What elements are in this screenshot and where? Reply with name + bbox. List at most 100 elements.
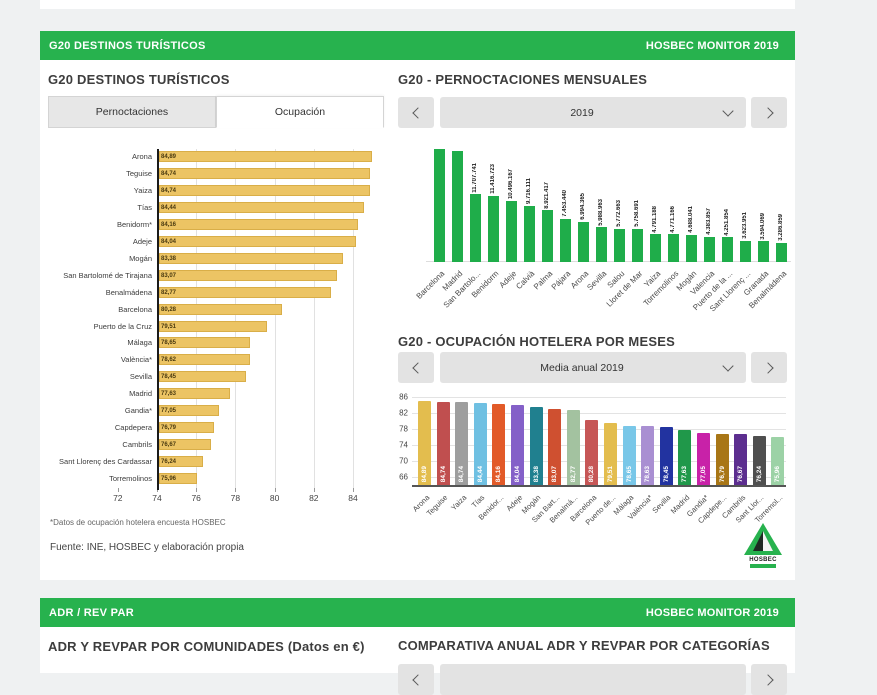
monitor-badge: HOSBEC MONITOR 2019 xyxy=(645,39,779,52)
value-label: 76,24 xyxy=(161,459,177,466)
value-label: 82,77 xyxy=(161,289,177,296)
bar[interactable] xyxy=(659,427,673,485)
ocupacion-controls: Media anual 2019 xyxy=(398,352,787,383)
bar[interactable] xyxy=(455,402,469,485)
bar[interactable] xyxy=(452,151,463,262)
bar[interactable] xyxy=(159,371,247,383)
value-label: 76,24 xyxy=(755,465,763,482)
bar[interactable] xyxy=(614,228,625,262)
bar[interactable] xyxy=(506,201,517,262)
bar[interactable] xyxy=(159,286,331,298)
bar[interactable] xyxy=(686,234,697,262)
bar[interactable] xyxy=(159,320,267,332)
bar[interactable] xyxy=(548,408,562,485)
category-label: Puerto de la Cruz xyxy=(93,321,152,331)
adr-dropdown[interactable] xyxy=(440,664,746,695)
bar[interactable] xyxy=(159,235,356,247)
bar[interactable] xyxy=(678,430,692,485)
bar[interactable] xyxy=(434,149,445,262)
bar[interactable] xyxy=(492,404,506,485)
bar[interactable] xyxy=(159,218,359,230)
bar[interactable] xyxy=(524,205,535,262)
gridline xyxy=(412,429,786,430)
bar[interactable] xyxy=(159,422,214,434)
bar[interactable] xyxy=(740,241,751,262)
bar[interactable] xyxy=(604,422,617,485)
bar[interactable] xyxy=(585,419,599,485)
tab-ocupacion[interactable]: Ocupación xyxy=(216,96,384,128)
chart-row: Sant Llorenç des Cardassar 76,24 xyxy=(48,454,393,471)
bar[interactable] xyxy=(159,388,231,400)
bar[interactable] xyxy=(159,201,364,213)
prev-button[interactable] xyxy=(398,664,434,695)
next-period-button[interactable] xyxy=(751,352,787,383)
x-axis-tick-label: 76 xyxy=(191,493,201,503)
chart-row: Barcelona 80,28 xyxy=(48,302,393,319)
bar[interactable] xyxy=(159,456,203,468)
bar[interactable] xyxy=(578,221,589,262)
bar[interactable] xyxy=(159,303,283,315)
bar[interactable] xyxy=(159,354,250,366)
bar[interactable] xyxy=(560,218,571,262)
bar[interactable] xyxy=(668,234,679,262)
bar[interactable] xyxy=(758,241,769,262)
next-year-button[interactable] xyxy=(751,97,787,128)
value-label: 10.496.167 xyxy=(508,169,514,200)
bar[interactable] xyxy=(734,434,748,485)
bar[interactable] xyxy=(566,409,580,485)
category-label: València* xyxy=(120,355,152,365)
prev-period-button[interactable] xyxy=(398,352,434,383)
bar[interactable] xyxy=(771,437,785,485)
value-label: 76,67 xyxy=(161,442,177,449)
bar[interactable] xyxy=(159,473,198,485)
bar[interactable] xyxy=(159,167,370,179)
tab-pernoctaciones[interactable]: Pernoctaciones xyxy=(48,96,216,128)
period-dropdown[interactable]: Media anual 2019 xyxy=(440,352,746,383)
category-label: Benalmádena xyxy=(105,287,152,297)
pernoctaciones-title: G20 - PERNOCTACIONES MENSUALES xyxy=(398,72,648,87)
gridline xyxy=(412,461,786,462)
bar[interactable] xyxy=(715,433,729,485)
bar[interactable] xyxy=(159,337,251,349)
bar[interactable] xyxy=(511,404,524,485)
bar[interactable] xyxy=(704,236,715,262)
x-axis-line xyxy=(412,485,786,487)
bar[interactable] xyxy=(159,269,337,281)
value-label: 75,96 xyxy=(161,476,177,483)
bar[interactable] xyxy=(722,237,733,262)
bar[interactable] xyxy=(488,195,499,262)
bar[interactable] xyxy=(470,194,481,262)
bar[interactable] xyxy=(436,402,450,485)
next-button[interactable] xyxy=(751,664,787,695)
bar[interactable] xyxy=(159,252,343,264)
tab-bar: Pernoctaciones Ocupación xyxy=(48,96,384,128)
bar[interactable] xyxy=(159,405,219,417)
bar[interactable] xyxy=(632,228,643,262)
bar[interactable] xyxy=(596,227,607,262)
adr-controls xyxy=(398,664,787,695)
bar[interactable] xyxy=(159,184,370,196)
value-label: 84,74 xyxy=(161,187,177,194)
bar[interactable] xyxy=(529,407,543,485)
section-body-destinos: G20 DESTINOS TURÍSTICOS Pernoctaciones O… xyxy=(40,60,795,580)
chevron-right-icon xyxy=(761,673,774,686)
bar[interactable] xyxy=(641,426,655,485)
bar[interactable] xyxy=(418,401,431,485)
bar[interactable] xyxy=(473,403,487,485)
year-dropdown[interactable]: 2019 xyxy=(440,97,746,128)
bar[interactable] xyxy=(622,426,636,485)
bar[interactable] xyxy=(159,151,373,162)
pernoctaciones-chart: Barcelona Madrid 11.707.741 San Bartolo... 1… xyxy=(398,148,795,313)
bar[interactable] xyxy=(752,436,766,485)
section-title: G20 DESTINOS TURÍSTICOS xyxy=(49,39,206,52)
bar[interactable] xyxy=(542,210,553,262)
bar[interactable] xyxy=(650,234,661,262)
bar[interactable] xyxy=(776,242,787,262)
prev-year-button[interactable] xyxy=(398,97,434,128)
chart-row: Benidorm* 84,16 xyxy=(48,217,393,234)
chart-row: València* 78,62 xyxy=(48,352,393,369)
bar[interactable] xyxy=(697,432,710,485)
value-label: 78,45 xyxy=(662,465,670,482)
category-label: Sevilla xyxy=(129,372,152,382)
bar[interactable] xyxy=(159,439,212,451)
